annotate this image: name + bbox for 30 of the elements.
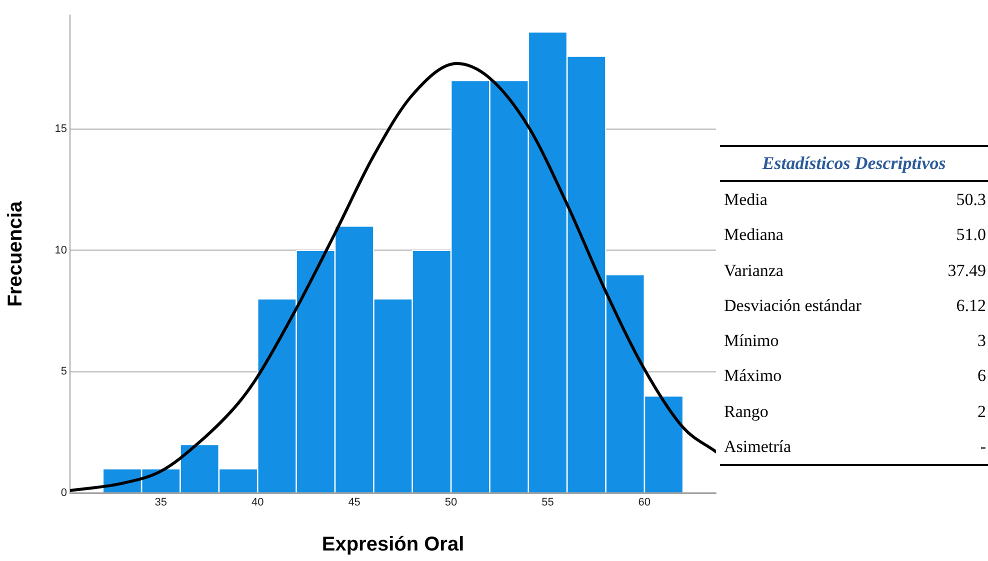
- text: Varianza: [724, 260, 784, 282]
- line-series: [70, 62, 716, 492]
- text: Rango: [724, 400, 768, 423]
- text: Mínimo: [724, 330, 779, 352]
- y-tick-label: 5: [60, 366, 67, 378]
- text: 50.3: [956, 189, 986, 211]
- text: 37.49: [948, 260, 986, 282]
- x-tick-label: 35: [154, 496, 168, 509]
- x-tick-label: 60: [638, 496, 651, 509]
- x-axis-title: Expresión Oral: [322, 534, 464, 556]
- x-tick-label: 50: [444, 496, 458, 509]
- text: 2: [978, 400, 986, 423]
- text: Mediana: [724, 224, 784, 246]
- text: Desviación estándar: [724, 294, 862, 317]
- y-tick-label: 10: [54, 244, 67, 256]
- text: 3: [978, 330, 986, 352]
- x-tick-label: 40: [251, 496, 264, 509]
- text: Máximo: [724, 365, 782, 388]
- y-tick-label: 15: [54, 123, 67, 136]
- text: Media: [724, 189, 768, 211]
- text: Asimetría: [724, 436, 792, 458]
- text: 6.12: [956, 294, 986, 317]
- y-tick-label: 0: [60, 487, 67, 500]
- x-tick-label: 45: [348, 496, 360, 509]
- y-axis-title: Frecuencia: [4, 200, 27, 307]
- x-tick-label: 55: [542, 496, 554, 509]
- text: 51.0: [956, 224, 986, 246]
- text: Estadísticos Descriptivos: [720, 145, 988, 182]
- text: -: [980, 436, 986, 458]
- text: 6: [978, 365, 986, 388]
